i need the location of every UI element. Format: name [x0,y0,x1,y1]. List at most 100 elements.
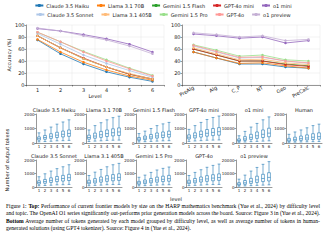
svg-text:3: 3 [100,188,103,193]
svg-text:1000: 1000 [24,126,35,131]
svg-text:0: 0 [282,141,285,146]
svg-text:2: 2 [294,144,297,149]
svg-text:5: 5 [212,188,215,193]
svg-text:0: 0 [132,141,135,146]
svg-text:GPT-4o: GPT-4o [195,153,213,159]
svg-text:1: 1 [238,188,241,193]
svg-text:20: 20 [174,70,180,76]
svg-text:PreAlg: PreAlg [178,84,195,98]
svg-text:5: 5 [62,188,65,193]
svg-text:4: 4 [206,144,209,149]
svg-text:6: 6 [168,144,171,149]
svg-text:1: 1 [88,188,91,193]
svg-text:80: 80 [174,34,180,40]
svg-text:80: 80 [18,34,24,40]
svg-text:Geo: Geo [275,84,287,94]
svg-text:2: 2 [44,144,47,149]
svg-text:3: 3 [150,188,153,193]
svg-text:0: 0 [21,82,24,88]
svg-text:4: 4 [156,144,159,149]
svg-text:Claude 3.5 Haiku: Claude 3.5 Haiku [46,3,89,9]
svg-text:5: 5 [262,188,265,193]
svg-text:1: 1 [138,144,141,149]
svg-text:5: 5 [262,144,265,149]
svg-text:0: 0 [182,141,185,146]
svg-text:Llama 3.1 70B: Llama 3.1 70B [108,3,145,9]
svg-text:5: 5 [128,87,131,93]
svg-text:0: 0 [82,185,85,190]
svg-text:6: 6 [318,144,321,149]
svg-text:2: 2 [244,144,247,149]
svg-text:Gemini 1.5 Pro: Gemini 1.5 Pro [171,12,208,18]
svg-text:2: 2 [144,188,147,193]
svg-text:Gemini 1.5 Flash: Gemini 1.5 Flash [133,107,175,113]
svg-text:Claude 3.5 Sonnet: Claude 3.5 Sonnet [47,12,93,18]
svg-text:1000: 1000 [124,126,135,131]
svg-text:1: 1 [138,188,141,193]
svg-text:5: 5 [162,188,165,193]
svg-text:0: 0 [32,141,35,146]
svg-text:Claude 3.5 Haiku: Claude 3.5 Haiku [33,107,76,113]
svg-text:3: 3 [50,144,53,149]
svg-text:4: 4 [105,87,108,93]
svg-text:5: 5 [212,144,215,149]
svg-text:3: 3 [200,144,203,149]
svg-text:Llama 3.1 405B: Llama 3.1 405B [112,12,152,18]
svg-text:1000: 1000 [24,171,35,176]
svg-text:1: 1 [188,144,191,149]
svg-text:2000: 2000 [124,158,135,163]
svg-text:4: 4 [106,188,109,193]
svg-text:4: 4 [106,144,109,149]
svg-text:o1 mini: o1 mini [273,3,292,9]
svg-text:GPT-4o mini: GPT-4o mini [189,107,219,113]
svg-text:2000: 2000 [174,158,185,163]
svg-text:4: 4 [306,144,309,149]
svg-text:20000: 20000 [222,112,235,117]
svg-text:1: 1 [38,188,41,193]
svg-text:100: 100 [15,22,25,28]
svg-text:2: 2 [194,144,197,149]
svg-text:1: 1 [238,144,241,149]
svg-text:5: 5 [112,144,115,149]
svg-text:2: 2 [194,188,197,193]
svg-text:2000: 2000 [274,112,285,117]
svg-text:1000: 1000 [74,171,85,176]
svg-text:3: 3 [100,144,103,149]
svg-text:0: 0 [177,82,180,88]
svg-text:0: 0 [32,185,35,190]
svg-text:0: 0 [182,185,185,190]
svg-text:2: 2 [59,87,62,93]
svg-text:o1 preview: o1 preview [240,153,268,160]
svg-text:3: 3 [200,188,203,193]
svg-text:PreCalc: PreCalc [291,84,310,99]
svg-text:3: 3 [250,188,253,193]
svg-text:4: 4 [206,188,209,193]
svg-text:3: 3 [82,87,85,93]
svg-text:5: 5 [312,144,315,149]
svg-text:3: 3 [150,144,153,149]
svg-text:3: 3 [300,144,303,149]
svg-text:6: 6 [218,144,221,149]
svg-text:5: 5 [62,144,65,149]
svg-text:4: 4 [256,144,259,149]
svg-text:C_P: C_P [230,84,241,95]
svg-text:Gemini 1.5 Pro: Gemini 1.5 Pro [136,153,173,159]
svg-text:0: 0 [232,185,235,190]
svg-text:4: 4 [56,144,59,149]
svg-text:Human: Human [295,107,313,113]
svg-text:6: 6 [268,144,271,149]
svg-text:4: 4 [56,188,59,193]
svg-text:o1 preview: o1 preview [263,12,291,19]
svg-text:GPT-4o mini: GPT-4o mini [224,3,254,9]
svg-text:6: 6 [118,188,121,193]
svg-text:1: 1 [288,144,291,149]
svg-text:60: 60 [174,46,180,52]
svg-text:Alg: Alg [208,84,218,94]
svg-text:GPT-4o: GPT-4o [227,12,245,18]
svg-text:60: 60 [18,46,24,52]
svg-text:level: level [170,196,182,202]
svg-text:5: 5 [162,144,165,149]
svg-text:6: 6 [168,188,171,193]
svg-text:Number of output tokens: Number of output tokens [4,128,11,191]
svg-text:Accuracy (%): Accuracy (%) [6,38,13,71]
